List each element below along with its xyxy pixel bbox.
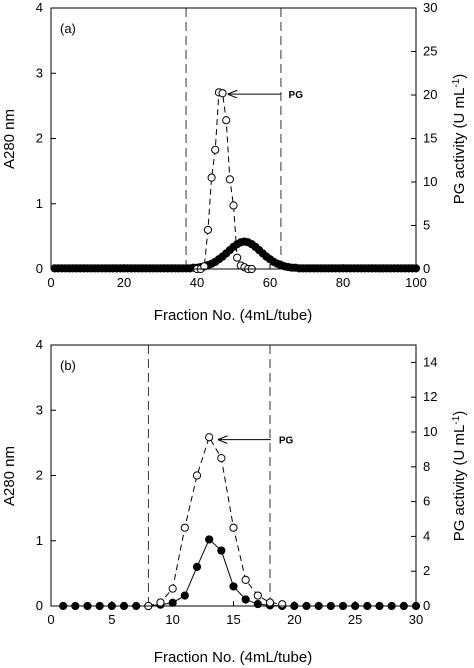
series-points-b [59, 433, 421, 611]
pg-activity-point [233, 253, 242, 262]
y-tick-label-right: 0 [423, 598, 430, 613]
pg-activity-point [192, 471, 202, 480]
x-tick-label: 15 [226, 612, 240, 627]
y-tick-label-right: 2 [423, 563, 430, 578]
chart-panel-b: (b) Fraction No. (4mL/tube) A280 nm PG a… [1, 337, 468, 666]
pg-activity-point [207, 173, 216, 182]
y-tick-label-left: 4 [36, 0, 43, 15]
y-tick-label-left: 3 [36, 65, 43, 80]
pg-activity-point [211, 145, 220, 154]
y-tick-label-right: 4 [423, 528, 430, 543]
series-points-a [50, 88, 421, 274]
pg-activity-point [222, 116, 231, 125]
a280-point [217, 546, 226, 555]
vline-group-a [185, 8, 282, 269]
pg-activity-point [241, 575, 250, 585]
a280-point [168, 598, 177, 607]
x-tick-label: 40 [190, 275, 204, 290]
y-tick-label-left: 1 [36, 533, 43, 548]
y-axis-title-right-a: PG activity (U mL-1) [451, 74, 468, 205]
plot-frame-a [50, 7, 417, 270]
pg-activity-point [156, 598, 165, 607]
y-tick-label-right: 15 [423, 131, 437, 146]
pg-annotation-a: PG [229, 90, 304, 101]
x-tick-label: 0 [47, 612, 54, 627]
x-tick-label: 100 [405, 275, 427, 290]
a280-point [229, 582, 238, 591]
pg-activity-point [200, 262, 209, 271]
x-axis-title-a: Fraction No. (4mL/tube) [154, 307, 312, 324]
vline-group-b [147, 345, 271, 606]
x-tick-label: 80 [336, 275, 350, 290]
pg-activity-point [225, 175, 234, 184]
a280-point [192, 562, 202, 571]
x-tick-label: 30 [409, 612, 423, 627]
a280-point [241, 595, 250, 604]
a280-line-b [63, 538, 416, 607]
plot-frame-b [50, 344, 417, 607]
y-tick-label-left: 1 [36, 196, 43, 211]
chart-panel-a: (a) Fraction No. (4mL/tube) A280 nm PG a… [1, 0, 468, 324]
y-tick-label-right: 20 [423, 87, 437, 102]
pg-activity-line-b [148, 435, 283, 607]
y-tick-label-right: 0 [423, 261, 430, 276]
y-tick-label-right: 10 [423, 174, 437, 189]
pg-activity-point [217, 454, 226, 463]
x-axis-title-b: Fraction No. (4mL/tube) [154, 649, 312, 666]
a280-point [253, 599, 262, 609]
panel-label-a: (a) [60, 21, 76, 36]
pg-activity-point [253, 591, 262, 600]
y-tick-label-right: 8 [423, 459, 430, 474]
y-tick-label-right: 6 [423, 494, 430, 509]
pg-annotation-b: PG [219, 435, 294, 447]
pg-activity-point [229, 523, 238, 532]
y-tick-label-right: 12 [423, 389, 437, 404]
y-tick-label-left: 2 [36, 131, 43, 146]
y-tick-label-left: 3 [36, 402, 43, 417]
y-axis-title-right-b: PG activity (U mL-1) [451, 411, 468, 542]
y-tick-label-right: 30 [423, 0, 437, 15]
a280-point [205, 535, 214, 544]
pg-activity-point [168, 584, 177, 593]
panel-label-b: (b) [60, 358, 76, 373]
y-axis-title-left-a: A280 nm [1, 109, 18, 169]
x-tick-label: 0 [47, 275, 54, 290]
y-axis-title-left-b: A280 nm [1, 446, 18, 506]
series-lines-b [63, 435, 416, 607]
x-tick-label: 10 [165, 612, 179, 627]
a280-point [180, 591, 189, 600]
x-tick-label: 5 [108, 612, 115, 627]
pg-activity-point [278, 600, 287, 609]
pg-activity-point [229, 201, 238, 210]
y-tick-label-right: 25 [423, 44, 437, 59]
pg-label-a: PG [289, 90, 304, 101]
x-tick-label: 20 [287, 612, 301, 627]
x-tick-label: 25 [348, 612, 362, 627]
pg-label-b: PG [279, 436, 294, 447]
y-tick-label-right: 5 [423, 218, 430, 233]
pg-activity-point [203, 225, 213, 234]
y-tick-label-left: 4 [36, 337, 43, 352]
pg-activity-point [218, 89, 227, 98]
y-tick-label-right: 10 [423, 424, 437, 439]
y-tick-label-left: 0 [36, 598, 43, 613]
y-tick-label-left: 2 [36, 468, 43, 483]
y-tick-label-left: 0 [36, 261, 43, 276]
x-tick-label: 60 [263, 275, 277, 290]
y-tick-label-right: 14 [423, 354, 437, 369]
pg-activity-point [265, 598, 275, 607]
pg-activity-point [180, 523, 189, 532]
pg-activity-point [205, 433, 214, 442]
x-tick-label: 20 [117, 275, 131, 290]
